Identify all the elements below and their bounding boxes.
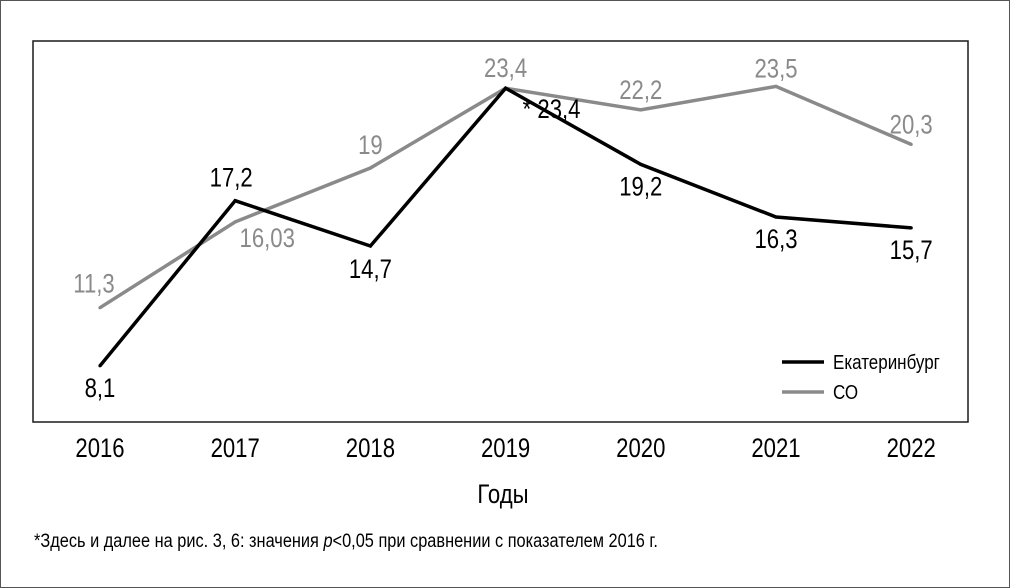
data-label-s0-2021: 16,3 (754, 225, 797, 255)
x-tick-label-2017: 2017 (211, 434, 260, 464)
x-tick-label-2022: 2022 (887, 434, 936, 464)
data-label-s0-2016: 8,1 (85, 374, 116, 404)
data-label-s1-2017: 16,03 (240, 224, 295, 254)
data-point-s1-2020 (639, 108, 643, 112)
legend-label-1: СО (833, 381, 858, 404)
data-point-s1-2018 (368, 166, 372, 170)
series-layer (98, 84, 913, 368)
data-point-s1-2022 (909, 142, 913, 147)
data-label-s1-2018: 19 (358, 131, 383, 161)
legend: Екатеринбург СО (782, 351, 940, 404)
x-axis-label: Годы (477, 480, 528, 510)
data-point-s1-2016 (98, 306, 102, 310)
data-point-s1-2017 (233, 220, 237, 224)
data-point-s0-2022 (909, 226, 913, 230)
data-point-s1-2021 (774, 84, 778, 88)
data-label-s1-2019: 23,4 (484, 54, 527, 84)
legend-label-0: Екатеринбург (833, 351, 940, 374)
data-label-s0-2019: * 23,4 (523, 95, 581, 125)
data-point-s0-2017 (233, 199, 237, 203)
x-tick-label-2021: 2021 (751, 434, 800, 464)
data-point-s0-2019 (504, 86, 508, 90)
x-tick-label-2016: 2016 (75, 434, 124, 464)
data-label-s0-2017: 17,2 (210, 164, 253, 194)
plot-area (32, 40, 969, 423)
series-line-1 (99, 84, 912, 310)
footnote: *Здесь и далее на рис. 3, 6: значения p<… (34, 531, 658, 553)
data-label-s1-2020: 22,2 (619, 76, 662, 106)
data-label-s0-2020: 19,2 (619, 172, 662, 202)
data-point-s0-2018 (368, 244, 372, 248)
data-label-s1-2022: 20,3 (890, 110, 933, 140)
line-chart: 8,1 17,2 14,7 * 23,4 19,2 16,3 15,7 11,3 16,03 19… (32, 40, 969, 510)
data-label-s0-2022: 15,7 (890, 236, 933, 266)
footnote-text-2: <0,05 при сравнении с показателем 2016 г… (332, 531, 658, 552)
data-label-s1-2021: 23,5 (754, 54, 797, 84)
data-label-s0-2018: 14,7 (349, 255, 392, 285)
data-point-s0-2021 (774, 215, 778, 219)
x-axis-ticks: 2016 2017 2018 2019 2020 2021 2022 (75, 434, 935, 464)
footnote-text-1: *Здесь и далее на рис. 3, 6: значения (34, 531, 324, 552)
x-tick-label-2018: 2018 (346, 434, 395, 464)
footnote-p-symbol: p (323, 531, 333, 552)
x-tick-label-2019: 2019 (481, 434, 530, 464)
x-tick-label-2020: 2020 (616, 434, 665, 464)
data-labels: 8,1 17,2 14,7 * 23,4 19,2 16,3 15,7 11,3 16,03 19… (73, 54, 932, 403)
data-point-s0-2020 (639, 162, 643, 166)
data-label-s1-2016: 11,3 (73, 270, 114, 300)
data-point-s0-2016 (98, 364, 102, 368)
